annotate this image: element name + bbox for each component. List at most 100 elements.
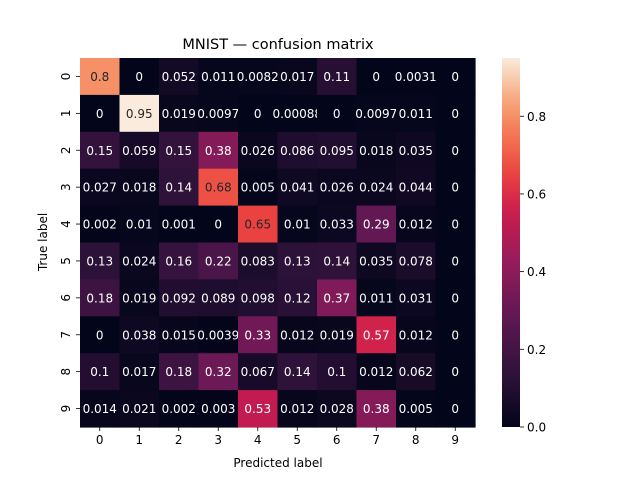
cell-label: 0.13 — [86, 254, 113, 268]
cell-label: 0.012 — [399, 218, 433, 232]
heatmap-cell — [317, 94, 358, 133]
cell-label: 0.011 — [359, 291, 393, 305]
y-tick-label: 7 — [59, 331, 73, 339]
heatmap-cell — [435, 353, 476, 391]
cell-label: 0.37 — [323, 291, 350, 305]
heatmap-cell — [396, 390, 437, 428]
heatmap-cell — [80, 390, 121, 428]
cell-label: 0.031 — [399, 291, 433, 305]
heatmap-cell — [238, 353, 279, 391]
heatmap-cell — [356, 205, 397, 244]
cell-label: 0.021 — [122, 402, 156, 416]
cell-label: 0.14 — [284, 365, 311, 379]
colorbar-tick-label: 0.0 — [527, 421, 546, 435]
cell-label: 0 — [451, 218, 459, 232]
cell-label: 0.0097 — [355, 107, 397, 121]
cell-label: 0.01 — [284, 218, 311, 232]
cell-label: 0.15 — [165, 144, 192, 158]
heatmap-cell — [238, 168, 279, 207]
cell-label: 0.017 — [280, 70, 314, 84]
cell-label: 0.13 — [284, 254, 311, 268]
heatmap-cell — [435, 131, 476, 170]
x-tick-label: 3 — [214, 433, 222, 447]
heatmap-cell — [435, 279, 476, 317]
cell-label: 0.019 — [162, 107, 196, 121]
cell-label: 0.014 — [83, 402, 117, 416]
cell-label: 0.002 — [83, 218, 117, 232]
heatmap-cell — [198, 390, 239, 428]
heatmap-cell — [396, 131, 437, 170]
x-tick-label: 5 — [293, 433, 301, 447]
cell-label: 0.092 — [162, 291, 196, 305]
heatmap-cell — [396, 94, 437, 133]
heatmap-cell — [159, 242, 200, 280]
colorbar-tick-label: 0.8 — [527, 110, 546, 124]
heatmap-cell — [277, 205, 318, 244]
heatmap-cell — [356, 94, 397, 133]
heatmap-cell — [80, 242, 121, 280]
heatmap-cell — [119, 390, 160, 428]
heatmap-cell — [119, 58, 160, 96]
y-tick-label: 0 — [59, 73, 73, 81]
heatmap-cell — [317, 279, 358, 317]
heatmap-cell — [396, 168, 437, 207]
heatmap-cell — [396, 242, 437, 280]
cell-label: 0.12 — [284, 291, 311, 305]
heatmap-cell — [198, 279, 239, 317]
heatmap-cell — [277, 242, 318, 280]
cell-label: 0.16 — [165, 254, 192, 268]
cell-label: 0.65 — [244, 218, 271, 232]
cell-label: 0.012 — [399, 328, 433, 342]
heatmap-cell — [435, 94, 476, 133]
cell-label: 0.002 — [162, 402, 196, 416]
heatmap-cell — [356, 316, 397, 354]
cell-label: 0.038 — [122, 328, 156, 342]
heatmap-cell — [396, 316, 437, 354]
heatmap-cell — [198, 131, 239, 170]
heatmap-cell — [159, 390, 200, 428]
heatmap-cell — [317, 390, 358, 428]
chart-title: MNIST — confusion matrix — [182, 37, 374, 53]
cell-label: 0.035 — [359, 254, 393, 268]
cell-label: 0.062 — [399, 365, 433, 379]
heatmap-cell — [238, 279, 279, 317]
heatmap-cell — [277, 279, 318, 317]
cell-label: 0 — [372, 70, 380, 84]
cell-label: 0.027 — [83, 181, 117, 195]
cell-label: 0 — [96, 107, 104, 121]
y-tick-label: 3 — [59, 183, 73, 191]
cell-label: 0.089 — [201, 291, 235, 305]
cell-label: 0.003 — [201, 402, 235, 416]
heatmap-cell — [435, 168, 476, 207]
heatmap-cell — [159, 205, 200, 244]
heatmap-cell — [396, 353, 437, 391]
cell-label: 0.15 — [86, 144, 113, 158]
heatmap-cell — [159, 279, 200, 317]
y-axis-label: True label — [36, 213, 50, 272]
cell-label: 0.29 — [363, 218, 390, 232]
heatmap-cell — [80, 94, 121, 133]
colorbar-tick-label: 0.6 — [527, 187, 546, 201]
heatmap-cell — [277, 168, 318, 207]
cell-label: 0.005 — [399, 402, 433, 416]
heatmap-cell — [198, 242, 239, 280]
cell-label: 0.01 — [126, 218, 153, 232]
cell-label: 0.067 — [241, 365, 275, 379]
cell-label: 0 — [451, 107, 459, 121]
cell-label: 0.012 — [359, 365, 393, 379]
heatmap-cell — [356, 279, 397, 317]
cell-label: 0.018 — [359, 144, 393, 158]
cell-label: 0.53 — [244, 402, 271, 416]
x-tick-label: 0 — [96, 433, 104, 447]
heatmap-cell — [159, 58, 200, 96]
cell-label: 0.22 — [205, 254, 232, 268]
heatmap-cell — [198, 168, 239, 207]
heatmap-cell — [277, 94, 318, 133]
x-tick-label: 1 — [135, 433, 143, 447]
heatmap-cell — [238, 242, 279, 280]
heatmap-cell — [238, 316, 279, 354]
heatmap-cell — [159, 168, 200, 207]
heatmap-cell — [238, 94, 279, 133]
heatmap-cell — [396, 279, 437, 317]
cell-label: 0.14 — [323, 254, 350, 268]
